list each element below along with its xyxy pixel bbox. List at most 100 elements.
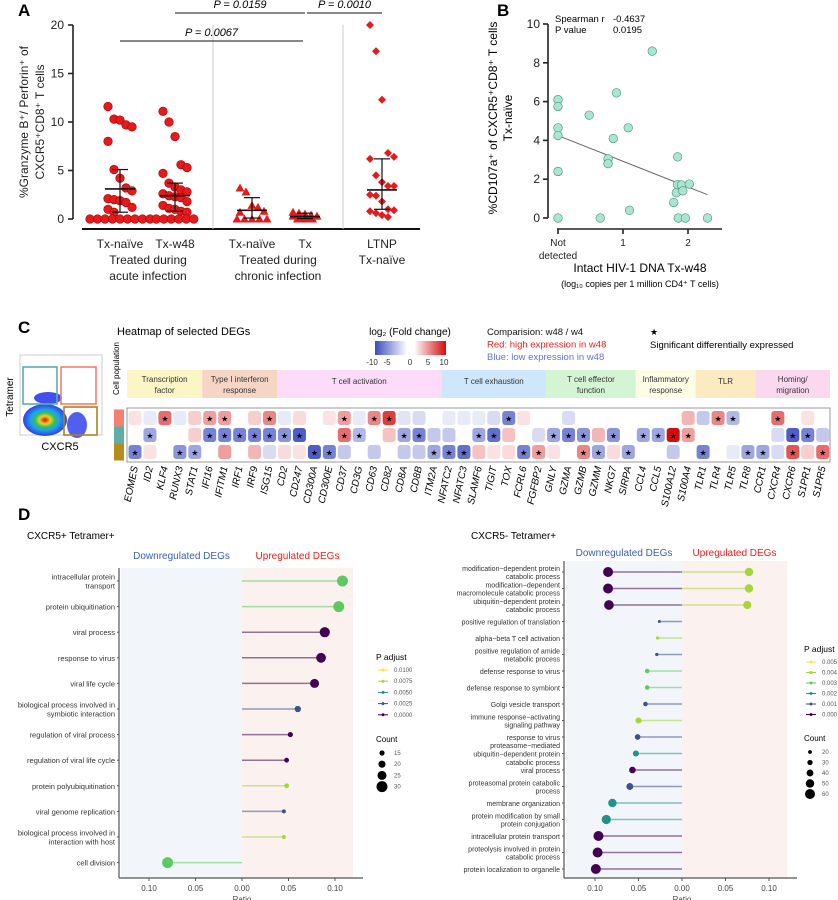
d-legend-padjust-label: 0.0000 bbox=[394, 713, 413, 719]
heatmap-cell bbox=[696, 411, 710, 425]
b-data-point bbox=[553, 166, 563, 177]
d-term-label: viral process bbox=[73, 628, 115, 637]
significance-star: ★ bbox=[221, 415, 228, 424]
gene-label: CD2 bbox=[276, 465, 291, 487]
significance-star: ★ bbox=[670, 432, 677, 441]
heatmap-cell bbox=[233, 428, 247, 442]
heatmap-cell bbox=[666, 445, 680, 459]
d-legend-padjust-label: 0.003 bbox=[822, 681, 838, 687]
b-data-point bbox=[669, 197, 679, 208]
heatmap-cell bbox=[547, 428, 561, 442]
heatmap-cell bbox=[337, 428, 351, 442]
b-x-tick-label: 1 bbox=[620, 238, 626, 249]
d-term-label: intracellular protein bbox=[52, 573, 115, 582]
b-data-point bbox=[608, 133, 618, 144]
b-data-point bbox=[680, 213, 691, 223]
d-lollipop-dot bbox=[590, 864, 601, 874]
panel-d-left-lollipop: CXCR5+ Tetramer+ Downregulated DEGs Upregu… bbox=[18, 531, 413, 900]
d-lollipop-dot bbox=[655, 652, 659, 657]
heatmap-cell bbox=[547, 445, 561, 459]
d-x-tick-label: 0.05 bbox=[281, 884, 297, 893]
b-data-point bbox=[678, 186, 688, 196]
d-legend-padjust-dot bbox=[381, 713, 385, 717]
upregulated-label: Upregulated DEGs bbox=[256, 551, 340, 562]
d-legend-count-label: 50 bbox=[822, 782, 829, 788]
d-lollipop-dot bbox=[608, 798, 617, 808]
gene-label: NKG7 bbox=[603, 465, 620, 494]
d-term-label: defense response to symbiont bbox=[467, 686, 560, 693]
heatmap-cell bbox=[502, 411, 516, 425]
b-data-point bbox=[611, 88, 622, 98]
d-term-label: interaction with host bbox=[49, 838, 116, 847]
d-x-tick-label: 0.10 bbox=[327, 884, 343, 893]
gene-label: TLR5 bbox=[723, 465, 739, 492]
panel-label-b: B bbox=[497, 1, 509, 20]
d-legend-padjust-dot bbox=[381, 690, 385, 694]
d-legend-count-label: 15 bbox=[394, 751, 401, 757]
b-data-point bbox=[702, 213, 713, 223]
d-lollipop-dot bbox=[336, 575, 348, 587]
d-term-label: catabolic process bbox=[506, 574, 561, 581]
a-data-point bbox=[189, 214, 199, 224]
category-label: factor bbox=[155, 386, 175, 395]
significance-star: ★ bbox=[161, 415, 168, 424]
significance-star: ★ bbox=[356, 432, 363, 441]
a-data-point bbox=[235, 183, 245, 192]
heatmap-cell bbox=[367, 445, 381, 459]
heatmap-cell bbox=[248, 411, 262, 425]
significance-star: ★ bbox=[535, 449, 542, 458]
gene-label: TLR8 bbox=[738, 465, 754, 492]
heatmap-cell bbox=[591, 445, 605, 459]
d-downregulated-region bbox=[566, 561, 682, 878]
d-legend-count-dot bbox=[806, 769, 814, 777]
significance-star: ★ bbox=[580, 449, 587, 458]
a-data-point bbox=[262, 214, 272, 223]
d-legend-padjust-title: P adjust bbox=[804, 644, 835, 654]
a-data-point bbox=[390, 206, 398, 215]
gene-label: SIRPA bbox=[617, 465, 634, 496]
d-x-tick-label: 0.10 bbox=[141, 884, 157, 893]
flow-y-axis-label: Tetramer bbox=[5, 377, 16, 417]
significance-star: ★ bbox=[490, 432, 497, 441]
a-data-point bbox=[158, 106, 168, 116]
d-legend-padjust-dot bbox=[381, 668, 385, 672]
heatmap-cell bbox=[442, 428, 456, 442]
category-band bbox=[127, 370, 203, 398]
heatmap-cell bbox=[816, 445, 830, 459]
heatmap-cell bbox=[218, 445, 232, 459]
heatmap-cell bbox=[337, 445, 351, 459]
colorbar-tick: 0 bbox=[408, 358, 413, 367]
significance-star: ★ bbox=[505, 415, 512, 424]
gene-label: KLF4 bbox=[155, 465, 171, 491]
gene-label: GZMA bbox=[558, 465, 575, 496]
d-term-label: symbiotic interaction bbox=[47, 710, 115, 719]
panel-label-c: C bbox=[18, 318, 30, 337]
significance-star: ★ bbox=[804, 432, 811, 441]
heatmap-cell bbox=[666, 428, 680, 442]
b-y-tick-label: 10 bbox=[527, 17, 541, 31]
significance-star: ★ bbox=[415, 432, 422, 441]
a-data-point bbox=[384, 182, 392, 191]
heatmap-cell bbox=[532, 428, 546, 442]
d-term-label: defense response to virus bbox=[480, 669, 561, 676]
panel-b-correlation: 0 2 4 6 8 10 Not detected 1 2 Intact HIV-1 DNA Tx-… bbox=[486, 14, 722, 289]
d-legend-padjust-dot bbox=[381, 702, 385, 706]
a-data-point bbox=[158, 168, 168, 179]
heatmap-cell bbox=[203, 428, 217, 442]
heatmap-cell bbox=[173, 411, 187, 425]
significance-star: ★ bbox=[236, 432, 243, 441]
category-label: TLR bbox=[718, 377, 733, 386]
gene-label: CD37 bbox=[334, 465, 350, 493]
category-label: response bbox=[223, 386, 256, 395]
gene-label: TLR4 bbox=[708, 465, 724, 492]
a-data-point bbox=[235, 207, 245, 216]
a-data-point bbox=[372, 171, 380, 180]
heatmap-cell bbox=[696, 445, 710, 459]
d-term-label: regulation of viral process bbox=[30, 731, 116, 740]
heatmap-cell bbox=[382, 411, 396, 425]
d-subplot-title: CXCR5- Tetramer+ bbox=[471, 531, 556, 542]
d-term-label: ubiquitin−dependent protein bbox=[473, 599, 560, 606]
d-term-label: catabolic process bbox=[506, 855, 561, 862]
a-data-point bbox=[164, 117, 174, 127]
category-band bbox=[695, 370, 756, 398]
